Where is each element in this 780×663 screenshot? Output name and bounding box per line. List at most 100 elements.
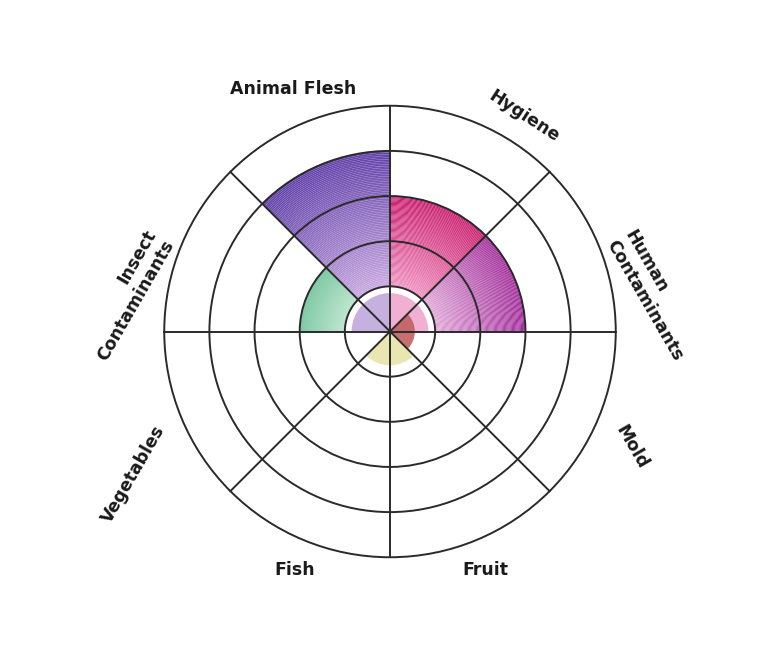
Wedge shape [344,266,390,286]
Wedge shape [390,230,462,261]
Wedge shape [390,241,454,269]
Wedge shape [390,196,486,237]
Wedge shape [269,161,390,212]
Wedge shape [288,186,390,230]
Wedge shape [310,275,334,332]
Wedge shape [264,154,390,208]
Wedge shape [390,215,472,250]
Wedge shape [451,270,477,332]
Wedge shape [424,297,438,332]
Wedge shape [286,185,390,229]
Wedge shape [480,241,518,332]
Wedge shape [292,193,390,235]
Wedge shape [390,264,438,284]
Wedge shape [323,284,343,332]
Wedge shape [322,235,390,265]
Wedge shape [344,299,358,332]
Wedge shape [317,280,339,332]
Wedge shape [306,272,331,332]
Wedge shape [425,296,441,332]
Wedge shape [390,259,441,281]
Wedge shape [480,241,519,332]
Wedge shape [343,298,357,332]
Wedge shape [335,254,390,278]
Wedge shape [305,271,330,332]
Wedge shape [390,219,470,253]
Wedge shape [318,231,390,261]
Wedge shape [390,223,466,256]
Wedge shape [390,243,453,269]
Wedge shape [390,258,442,280]
Wedge shape [470,250,505,332]
Wedge shape [366,332,414,365]
Wedge shape [463,258,494,332]
Wedge shape [442,279,465,332]
Wedge shape [317,280,339,332]
Wedge shape [328,287,346,332]
Wedge shape [300,268,327,332]
Wedge shape [308,215,390,251]
Wedge shape [390,213,473,249]
Wedge shape [342,263,390,284]
Wedge shape [390,212,474,248]
Wedge shape [326,286,346,332]
Wedge shape [328,244,390,271]
Wedge shape [321,283,342,332]
Wedge shape [428,292,445,332]
Wedge shape [305,272,331,332]
Wedge shape [275,170,390,218]
Wedge shape [331,247,390,273]
Wedge shape [314,278,336,332]
Wedge shape [310,275,334,332]
Wedge shape [478,243,516,332]
Wedge shape [459,261,489,332]
Wedge shape [333,251,390,276]
Wedge shape [262,151,390,205]
Wedge shape [342,265,390,285]
Wedge shape [459,262,488,332]
Wedge shape [426,295,442,332]
Wedge shape [470,251,504,332]
Wedge shape [321,282,342,332]
Wedge shape [326,241,390,269]
Wedge shape [390,240,455,268]
Wedge shape [390,283,424,298]
Wedge shape [390,231,461,261]
Wedge shape [390,201,483,240]
Wedge shape [431,289,450,332]
Text: Vegetables: Vegetables [98,422,168,526]
Wedge shape [453,268,480,332]
Wedge shape [293,195,390,236]
Wedge shape [454,267,481,332]
Wedge shape [308,274,332,332]
Wedge shape [443,278,466,332]
Wedge shape [332,290,349,332]
Wedge shape [390,284,424,299]
Wedge shape [340,261,390,283]
Wedge shape [465,256,497,332]
Wedge shape [390,198,484,238]
Wedge shape [303,270,328,332]
Wedge shape [280,176,390,223]
Wedge shape [300,268,327,332]
Wedge shape [485,236,526,332]
Wedge shape [390,222,467,255]
Wedge shape [390,248,449,273]
Wedge shape [338,294,353,332]
Wedge shape [324,237,390,266]
Wedge shape [297,200,390,240]
Wedge shape [390,203,481,241]
Wedge shape [466,255,498,332]
Wedge shape [349,274,390,292]
Wedge shape [390,219,469,253]
Wedge shape [302,269,328,332]
Text: Fish: Fish [275,561,315,579]
Wedge shape [298,202,390,241]
Wedge shape [301,269,328,332]
Wedge shape [301,269,328,332]
Wedge shape [342,298,356,332]
Wedge shape [332,249,390,274]
Wedge shape [357,284,390,300]
Wedge shape [277,171,390,219]
Wedge shape [390,275,430,292]
